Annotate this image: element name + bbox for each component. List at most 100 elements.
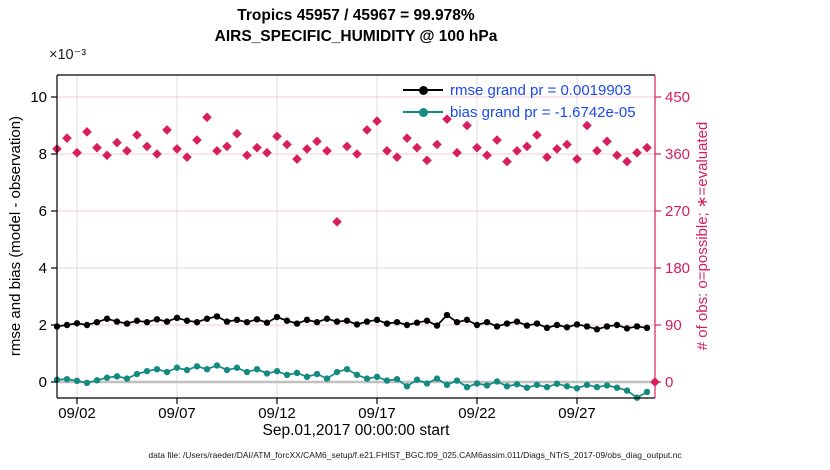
- rmse-marker: [473, 321, 481, 329]
- obs-count-marker: [162, 125, 172, 135]
- rmse-marker: [563, 324, 571, 331]
- obs-count-marker: [212, 146, 222, 156]
- rmse-marker: [483, 318, 491, 326]
- obs-count-marker: [292, 154, 302, 164]
- bias-marker: [623, 387, 631, 394]
- bias-marker: [483, 382, 491, 389]
- rmse-line-marker-icon: [403, 85, 443, 95]
- rmse-marker: [513, 318, 521, 325]
- obs-count-marker: [122, 146, 132, 156]
- rmse-marker: [203, 315, 211, 322]
- obs-count-marker: [232, 128, 242, 139]
- bias-marker: [293, 369, 301, 377]
- bias-marker: [573, 385, 581, 392]
- bias-marker: [93, 377, 101, 384]
- left-tick-label: 6: [39, 203, 47, 220]
- bias-marker: [583, 381, 591, 389]
- bias-marker: [513, 381, 521, 388]
- obs-count-marker: [522, 141, 532, 152]
- obs-count-marker: [612, 150, 622, 161]
- right-tick-label: 180: [665, 260, 690, 277]
- rmse-marker: [173, 314, 181, 322]
- bias-marker: [363, 375, 371, 382]
- obs-count-marker: [392, 152, 402, 162]
- tick-marks: [51, 96, 661, 404]
- obs-count-marker: [92, 142, 102, 153]
- obs-count-marker: [642, 142, 652, 153]
- rmse-marker: [253, 316, 261, 323]
- rmse-marker: [283, 317, 291, 324]
- rmse-marker: [393, 318, 401, 326]
- rmse-marker: [633, 323, 641, 330]
- legend: rmse grand pr = 0.0019903 bias grand pr …: [403, 79, 636, 123]
- left-tick-label: 4: [39, 260, 47, 277]
- bias-marker: [133, 370, 141, 378]
- obs-count-marker: [492, 135, 502, 145]
- bias-marker: [403, 383, 411, 390]
- bias-marker: [253, 365, 261, 373]
- obs-count-marker: [192, 135, 202, 145]
- rmse-marker: [573, 321, 581, 328]
- rmse-marker: [543, 324, 551, 332]
- tick-labels: 0 2 4 6 8 10 0 90 180 270 360 450 09/02 09/07 09/12 09/…: [30, 89, 690, 422]
- rmse-marker: [493, 323, 501, 330]
- obs-count-marker: [332, 216, 342, 227]
- bias-marker: [263, 370, 271, 377]
- obs-count-marker: [532, 130, 542, 140]
- rmse-marker: [123, 320, 131, 327]
- obs-count-marker: [412, 142, 422, 153]
- rmse-marker: [243, 318, 251, 326]
- rmse-marker: [343, 317, 351, 324]
- obs-count-marker: [202, 112, 212, 123]
- right-tick-label: 450: [665, 89, 690, 106]
- bias-marker: [123, 375, 131, 382]
- obs-count-marker: [592, 146, 602, 156]
- obs-count-marker: [142, 141, 152, 152]
- obs-count-marker: [562, 139, 572, 150]
- left-tick-label: 8: [39, 146, 47, 163]
- obs-count-marker: [432, 139, 442, 150]
- obs-count-scatter-series: [52, 112, 660, 387]
- bias-marker: [553, 380, 561, 387]
- bias-marker: [503, 383, 511, 390]
- obs-count-marker: [542, 152, 552, 162]
- bias-marker: [173, 364, 181, 371]
- rmse-marker: [453, 318, 461, 326]
- rmse-marker: [163, 318, 171, 325]
- rmse-marker: [143, 318, 151, 326]
- obs-count-marker: [242, 150, 252, 161]
- obs-count-marker: [572, 154, 582, 164]
- obs-count-marker: [632, 147, 642, 158]
- obs-count-marker: [102, 150, 112, 161]
- obs-count-marker: [452, 147, 462, 158]
- right-tick-label: 270: [665, 203, 690, 220]
- x-tick-label: 09/07: [158, 405, 196, 422]
- rmse-marker: [233, 316, 241, 324]
- right-tick-label: 0: [665, 374, 673, 391]
- obs-count-marker: [262, 147, 272, 158]
- legend-label-bias: bias grand pr = -1.6742e-05: [450, 103, 636, 121]
- obs-count-marker: [272, 131, 282, 142]
- rmse-marker: [423, 317, 431, 324]
- obs-count-marker: [152, 149, 162, 159]
- rmse-marker: [463, 316, 471, 324]
- bias-marker: [143, 367, 151, 375]
- bias-marker: [63, 375, 71, 383]
- obs-count-marker: [512, 146, 522, 156]
- bias-marker: [103, 374, 111, 381]
- obs-count-marker: [602, 136, 612, 147]
- rmse-marker: [103, 315, 111, 322]
- obs-count-marker: [282, 139, 292, 150]
- bias-marker: [463, 383, 471, 391]
- obs-count-marker: [552, 144, 562, 154]
- bias-marker: [413, 376, 421, 383]
- obs-count-marker: [112, 137, 122, 148]
- rmse-marker: [323, 315, 331, 322]
- obs-count-marker: [72, 147, 82, 158]
- bias-marker: [523, 384, 531, 391]
- obs-count-marker: [472, 142, 482, 153]
- x-axis-label: Sep.01,2017 00:00:00 start: [262, 422, 450, 439]
- bias-marker: [243, 368, 251, 376]
- bias-marker: [323, 375, 331, 382]
